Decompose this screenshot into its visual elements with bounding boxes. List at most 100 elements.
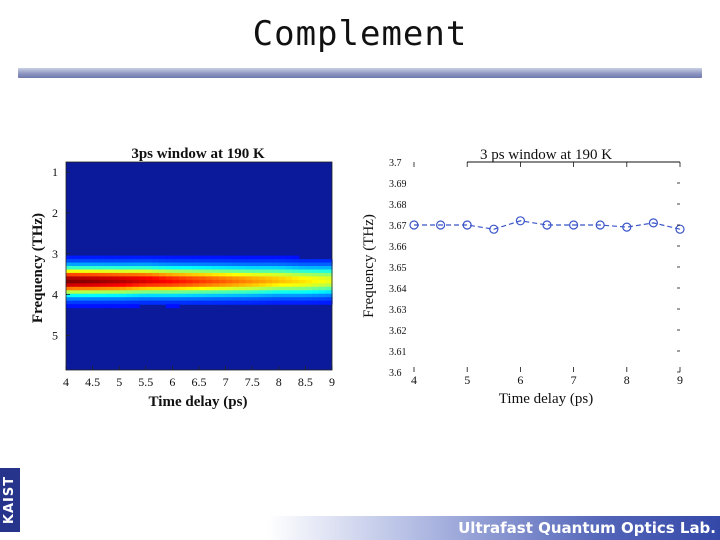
heatmap-cell — [145, 279, 154, 284]
heatmap-cell — [112, 286, 120, 291]
heatmap-xlabel: Time delay (ps) — [149, 394, 248, 410]
line-y-tick-label: 3.66 — [389, 242, 407, 253]
heatmap-cell — [278, 293, 287, 298]
heatmap-cell — [125, 255, 134, 260]
heatmap-cell — [305, 283, 313, 288]
heatmap-x-tick-label: 7.5 — [245, 375, 260, 389]
line-title: 3 ps window at 190 K — [480, 147, 612, 163]
heatmap-cell — [298, 266, 306, 271]
heatmap-cell — [165, 262, 173, 267]
heatmap-cell — [85, 262, 94, 267]
heatmap-cell — [139, 290, 147, 295]
heatmap-cell — [258, 290, 267, 295]
heatmap-cell — [179, 293, 187, 298]
heatmap-cell — [145, 262, 154, 267]
heatmap-cell — [72, 290, 80, 295]
line-point — [542, 220, 552, 230]
heatmap-cell — [79, 276, 87, 281]
heatmap-cell — [139, 297, 147, 302]
heatmap-cell — [278, 262, 287, 267]
heatmap-cell — [119, 293, 127, 298]
heatmap-cell — [225, 293, 233, 298]
heatmap-cell — [99, 272, 107, 277]
heatmap-cell — [92, 255, 100, 260]
heatmap-cell — [145, 255, 154, 260]
heatmap-cell — [305, 259, 313, 264]
heatmap-cell — [119, 259, 127, 264]
heatmap-cell — [185, 279, 193, 284]
heatmap-y-tick-label: 5 — [52, 328, 58, 342]
line-y-tick-label: 3.63 — [389, 305, 407, 316]
heatmap-cell — [79, 272, 87, 277]
heatmap-x-tick-label: 6 — [169, 375, 175, 389]
heatmap-cell — [145, 272, 154, 277]
heatmap-cell — [119, 272, 127, 277]
heatmap-cell — [298, 279, 306, 284]
heatmap-cell — [92, 297, 100, 302]
heatmap-cell — [152, 272, 160, 277]
heatmap-cell — [225, 300, 233, 305]
heatmap-cell — [125, 300, 134, 305]
heatmap-cell — [265, 283, 273, 288]
heatmap-cell — [99, 259, 107, 264]
heatmap-cell — [305, 279, 313, 284]
heatmap-x-tick-label: 4.5 — [85, 375, 100, 389]
heatmap-cell — [185, 293, 193, 298]
heatmap-cell — [85, 283, 94, 288]
heatmap-cell — [132, 283, 140, 288]
heatmap-cell — [292, 262, 300, 267]
heatmap-cell — [265, 255, 273, 260]
heatmap-cell — [112, 290, 120, 295]
heatmap-cell — [165, 276, 173, 281]
heatmap-cell — [252, 279, 260, 284]
heatmap-cell — [185, 262, 193, 267]
heatmap-cell — [99, 255, 107, 260]
heatmap-cell — [238, 255, 247, 260]
heatmap-cell — [325, 300, 333, 305]
heatmap-cell — [125, 297, 134, 302]
heatmap-cell — [325, 283, 333, 288]
line-plot-area — [409, 161, 685, 234]
heatmap-cell — [278, 279, 287, 284]
heatmap-cell — [292, 290, 300, 295]
heatmap-cell — [66, 262, 74, 267]
heatmap-cell — [199, 262, 207, 267]
heatmap-cell — [185, 297, 193, 302]
line-x-tick-label: 8 — [624, 373, 630, 387]
heatmap-cell — [318, 279, 326, 284]
heatmap-cell — [99, 297, 107, 302]
heatmap-cell — [245, 290, 253, 295]
heatmap-cell — [112, 269, 120, 274]
heatmap-cell — [252, 276, 260, 281]
heatmap-cell — [265, 259, 273, 264]
line-y-tick-label: 3.6 — [389, 368, 402, 379]
heatmap-cell — [105, 259, 114, 264]
heatmap-x-tick-label: 9 — [329, 375, 335, 389]
line-xlabel: Time delay (ps) — [499, 391, 593, 407]
heatmap-cell — [125, 286, 134, 291]
heatmap-cell — [212, 266, 220, 271]
heatmap-cell — [265, 300, 273, 305]
heatmap-cell — [205, 286, 213, 291]
heatmap-cell — [252, 262, 260, 267]
heatmap-x-tick-label: 8.5 — [298, 375, 313, 389]
heatmap-cell — [112, 293, 120, 298]
heatmap-cell — [285, 297, 293, 302]
heatmap-cell — [312, 300, 320, 305]
heatmap-cell — [192, 272, 200, 277]
heatmap-cell — [292, 276, 300, 281]
heatmap-cell — [185, 266, 193, 271]
heatmap-cell — [172, 272, 180, 277]
heatmap-cell — [179, 286, 187, 291]
heatmap-cell — [265, 293, 273, 298]
heatmap-cell — [285, 290, 293, 295]
heatmap-cell — [192, 276, 200, 281]
heatmap-cell — [305, 300, 313, 305]
heatmap-cell — [152, 283, 160, 288]
heatmap-cell — [172, 276, 180, 281]
heatmap-cell — [212, 259, 220, 264]
heatmap-cell — [92, 259, 100, 264]
heatmap-cell — [145, 297, 154, 302]
heatmap-cell — [179, 290, 187, 295]
heatmap-cell — [105, 290, 114, 295]
